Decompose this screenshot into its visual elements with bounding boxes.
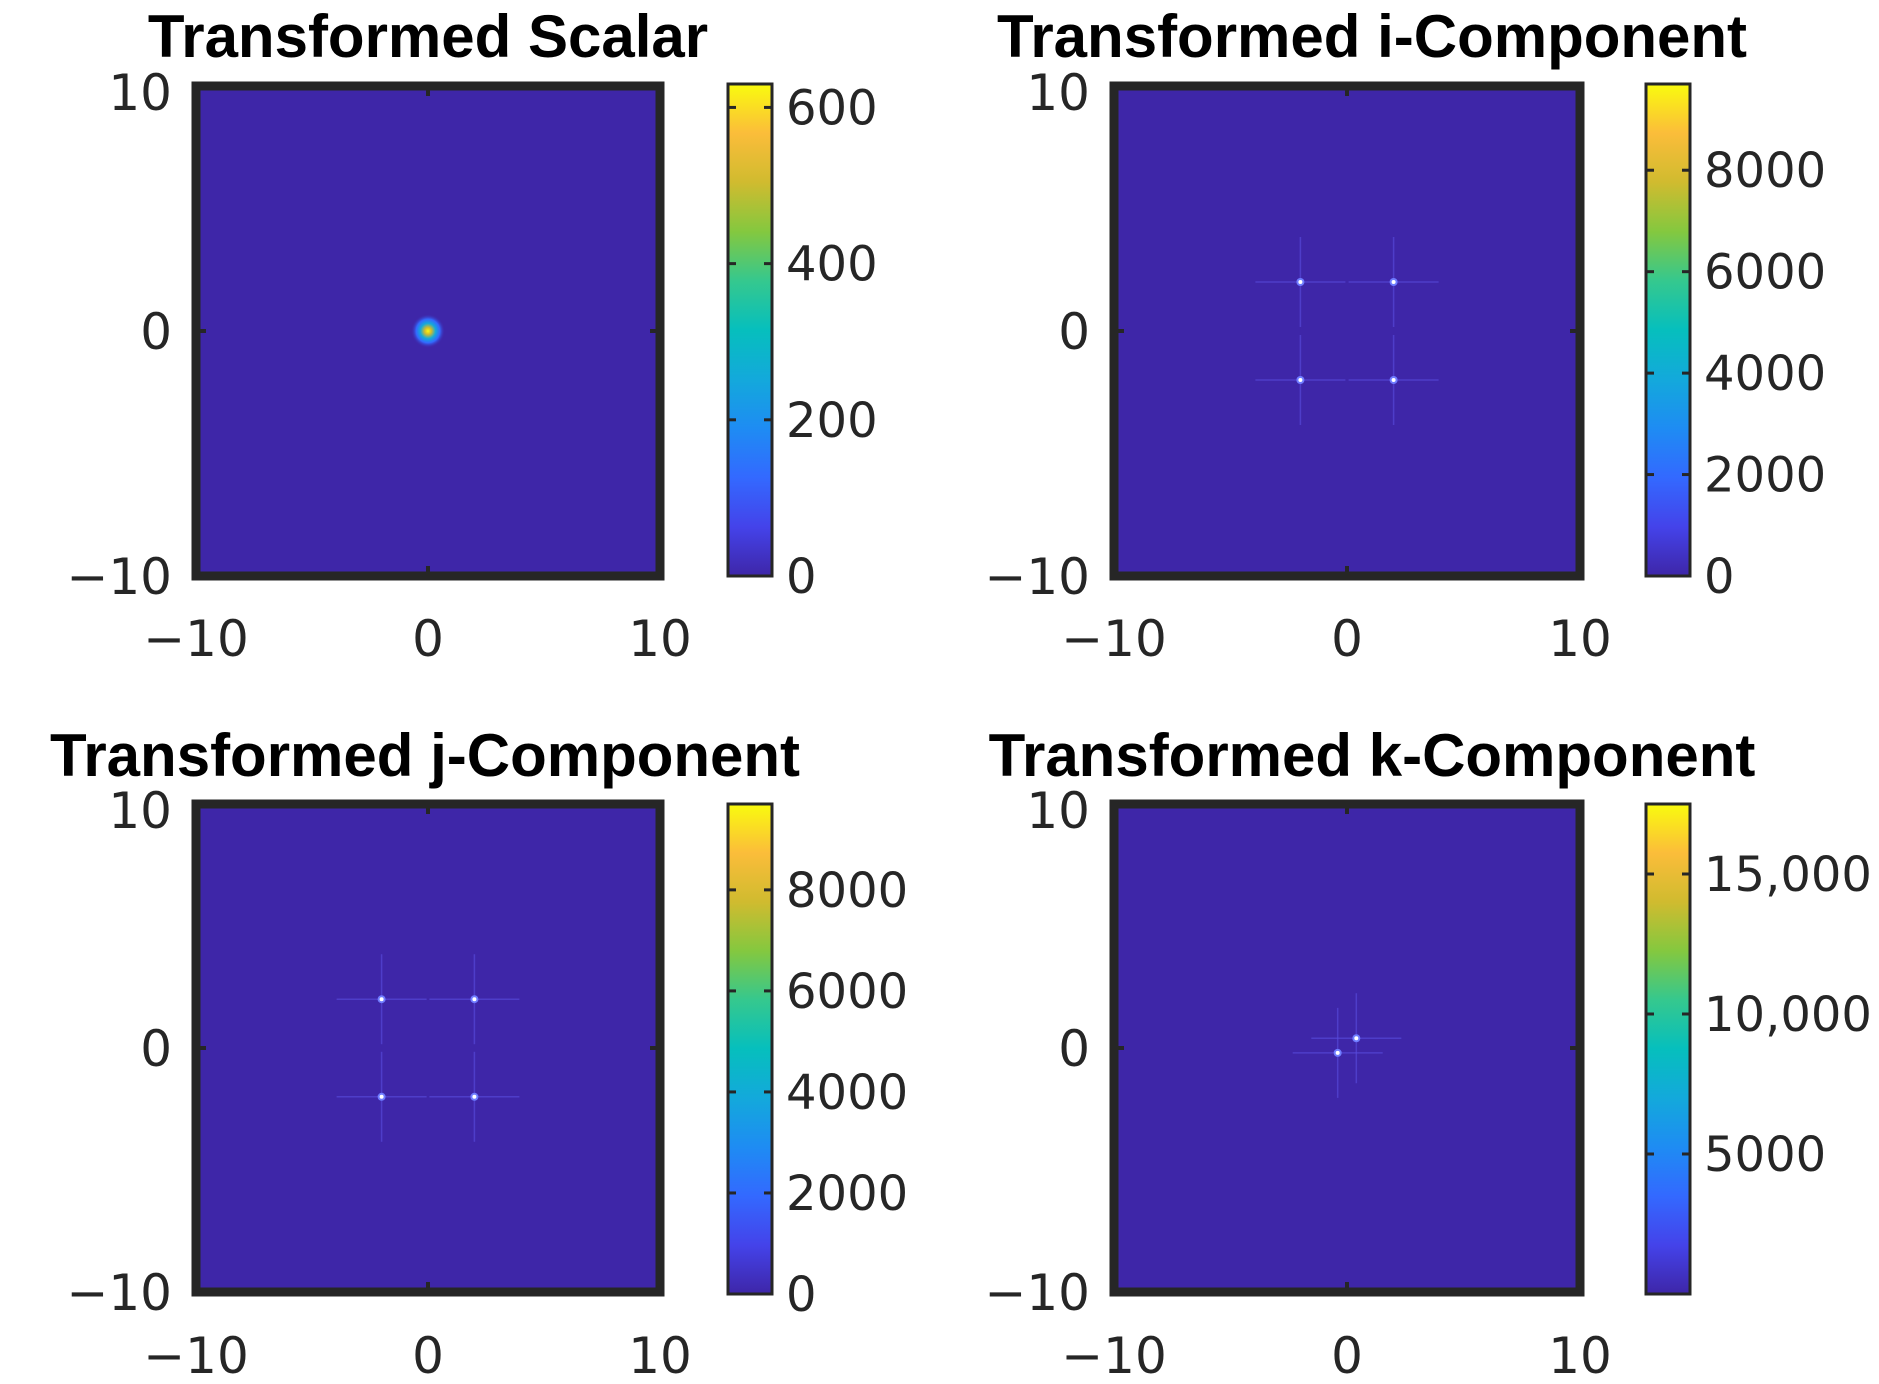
heatmap-peaks bbox=[1292, 993, 1402, 1098]
y-tick-label: 10 bbox=[108, 64, 172, 122]
x-tick-marks bbox=[1114, 804, 1580, 1292]
colorbar-ticks: 0 2000 4000 6000 8000 bbox=[1646, 143, 1826, 605]
panel-k-component: Transformed k-Component −10 0 10 10 0 −1… bbox=[984, 722, 1871, 1384]
colorbar bbox=[1644, 82, 1692, 578]
y-tick-label: 0 bbox=[1058, 1020, 1090, 1078]
panel-i-component: Transformed i-Component −10 0 10 10 0 −1… bbox=[984, 3, 1826, 668]
colorbar-ticks: 0 2000 4000 6000 8000 bbox=[728, 863, 908, 1323]
plot-title: Transformed i-Component bbox=[997, 3, 1747, 70]
colorbar bbox=[726, 802, 774, 1296]
colorbar-tick-label: 5000 bbox=[1704, 1127, 1826, 1183]
x-tick-label: 0 bbox=[412, 1327, 444, 1384]
heatmap-peaks bbox=[411, 314, 445, 348]
peak-point bbox=[1354, 1036, 1359, 1041]
peak-point bbox=[379, 1094, 384, 1099]
plot-title: Transformed j-Component bbox=[50, 722, 800, 789]
colorbar-tick-label: 8000 bbox=[786, 863, 908, 919]
colorbar-tick-label: 4000 bbox=[786, 1065, 908, 1121]
peak-point bbox=[1391, 280, 1396, 284]
colorbar-tick-label: 0 bbox=[786, 549, 817, 605]
colorbar-tick-label: 2000 bbox=[786, 1166, 908, 1222]
colorbar bbox=[1644, 802, 1692, 1296]
colorbar-tick-label: 600 bbox=[786, 80, 878, 136]
y-tick-label: 10 bbox=[1026, 64, 1090, 122]
colorbar-tick-label: 10,000 bbox=[1704, 987, 1872, 1043]
peak-blob bbox=[411, 314, 445, 348]
colorbar bbox=[726, 82, 774, 578]
colorbar-tick-label: 15,000 bbox=[1704, 847, 1872, 903]
colorbar-tick-label: 0 bbox=[786, 1267, 817, 1323]
heatmap-area bbox=[1109, 799, 1585, 1297]
colorbar-ticks: 5000 10,000 15,000 bbox=[1646, 847, 1872, 1183]
x-tick-label: 0 bbox=[1331, 1327, 1363, 1384]
x-tick-label: 10 bbox=[628, 610, 692, 668]
colorbar-tick-label: 200 bbox=[786, 393, 878, 449]
peak-point bbox=[472, 997, 477, 1002]
plot-title: Transformed Scalar bbox=[148, 3, 708, 70]
x-tick-label: 10 bbox=[1548, 610, 1612, 668]
colorbar-tick-label: 6000 bbox=[786, 964, 908, 1020]
colorbar-ticks: 0 200 400 600 bbox=[728, 80, 878, 605]
heatmap-area bbox=[191, 799, 665, 1297]
y-tick-label: −10 bbox=[66, 548, 172, 606]
y-tick-label: 0 bbox=[140, 303, 172, 361]
x-tick-label: −10 bbox=[143, 610, 249, 668]
panel-scalar: Transformed Scalar −10 0 10 10 0 −10 0 20… bbox=[66, 3, 877, 668]
colorbar-tick-label: 4000 bbox=[1704, 346, 1826, 402]
peak-point bbox=[1298, 280, 1303, 284]
x-tick-marks bbox=[1114, 86, 1580, 576]
x-tick-label: 0 bbox=[412, 610, 444, 668]
x-tick-label: 10 bbox=[628, 1327, 692, 1384]
colorbar-tick-label: 6000 bbox=[1704, 245, 1826, 301]
x-tick-label: 0 bbox=[1331, 610, 1363, 668]
y-tick-label: 0 bbox=[1058, 303, 1090, 361]
heatmap-peaks bbox=[1255, 237, 1439, 425]
y-tick-label: −10 bbox=[66, 1264, 172, 1322]
peak-point bbox=[1391, 378, 1396, 382]
x-tick-label: −10 bbox=[1061, 1327, 1167, 1384]
x-tick-label: 10 bbox=[1548, 1327, 1612, 1384]
peak-point bbox=[1298, 378, 1303, 382]
peak-point bbox=[472, 1094, 477, 1099]
colorbar-tick-label: 0 bbox=[1704, 549, 1735, 605]
x-tick-marks bbox=[196, 86, 660, 576]
colorbar-tick-label: 2000 bbox=[1704, 448, 1826, 504]
colorbar-tick-label: 8000 bbox=[1704, 143, 1826, 199]
y-tick-label: 0 bbox=[140, 1020, 172, 1078]
panel-j-component: Transformed j-Component −10 0 10 10 0 −1… bbox=[50, 722, 908, 1384]
heatmap-peaks bbox=[336, 954, 520, 1142]
y-tick-label: −10 bbox=[984, 1264, 1090, 1322]
y-tick-label: −10 bbox=[984, 548, 1090, 606]
y-tick-label: 10 bbox=[108, 782, 172, 840]
x-tick-label: −10 bbox=[143, 1327, 249, 1384]
y-tick-label: 10 bbox=[1026, 782, 1090, 840]
plot-title: Transformed k-Component bbox=[989, 722, 1756, 789]
colorbar-tick-label: 400 bbox=[786, 237, 878, 293]
peak-point bbox=[1335, 1050, 1340, 1055]
heatmap-area bbox=[1109, 81, 1585, 581]
peak-point bbox=[379, 997, 384, 1002]
x-tick-label: −10 bbox=[1061, 610, 1167, 668]
x-tick-marks bbox=[196, 804, 660, 1292]
